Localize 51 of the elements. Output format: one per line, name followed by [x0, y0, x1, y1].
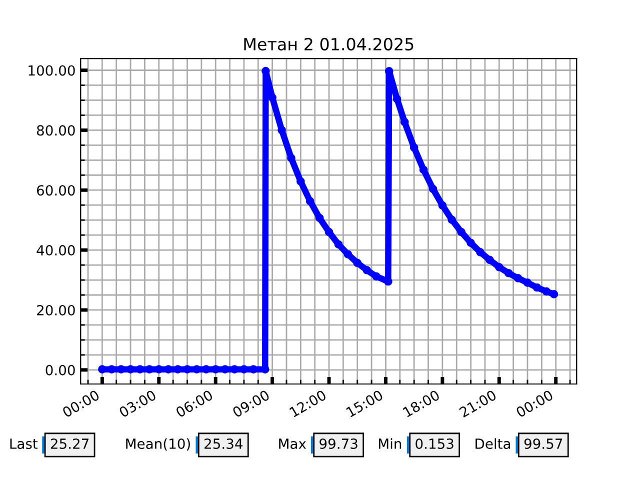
point: [344, 250, 352, 258]
point: [486, 256, 494, 264]
point: [550, 290, 558, 298]
point: [410, 143, 418, 152]
y-tick-label: 80.00: [36, 125, 75, 136]
text: Min: [378, 438, 402, 449]
text: 99.57: [524, 438, 562, 449]
chart-title: Метан 2 01.04.2025: [244, 38, 414, 50]
point: [192, 365, 201, 374]
point: [457, 228, 466, 236]
point: [504, 268, 513, 278]
point: [98, 365, 106, 374]
text: 25.34: [204, 438, 242, 449]
point: [353, 258, 362, 268]
point: [372, 272, 380, 281]
point: [523, 278, 532, 287]
text: 0.153: [416, 438, 454, 449]
point: [419, 166, 428, 174]
text: 99.73: [320, 438, 358, 449]
point: [476, 248, 484, 256]
point: [542, 287, 551, 296]
y-tick-label: 60.00: [36, 185, 75, 196]
text: Mean(10): [126, 438, 190, 451]
point: [514, 274, 522, 282]
point: [278, 126, 286, 134]
y-tick-label: 20.00: [37, 304, 75, 316]
text: Max: [279, 438, 306, 449]
point: [334, 240, 343, 249]
point: [287, 154, 296, 162]
y-tick-label: 40.00: [36, 245, 75, 256]
point: [494, 262, 504, 272]
point: [532, 283, 542, 292]
point: [448, 216, 456, 224]
point: [183, 365, 192, 374]
point: [315, 214, 324, 222]
point: [174, 365, 182, 374]
point: [392, 94, 402, 104]
point: [306, 197, 314, 206]
text: Last: [10, 438, 38, 449]
point: [268, 93, 276, 102]
point: [324, 228, 334, 236]
point: [400, 118, 409, 126]
point: [362, 266, 371, 274]
y-tick-label: 0.00: [46, 364, 75, 376]
point: [466, 238, 475, 248]
point: [438, 201, 447, 210]
point: [428, 184, 438, 194]
text: Delta: [476, 438, 510, 449]
point: [296, 177, 305, 186]
y-tick-label: 100.00: [28, 65, 75, 76]
text: 25.27: [50, 438, 88, 449]
